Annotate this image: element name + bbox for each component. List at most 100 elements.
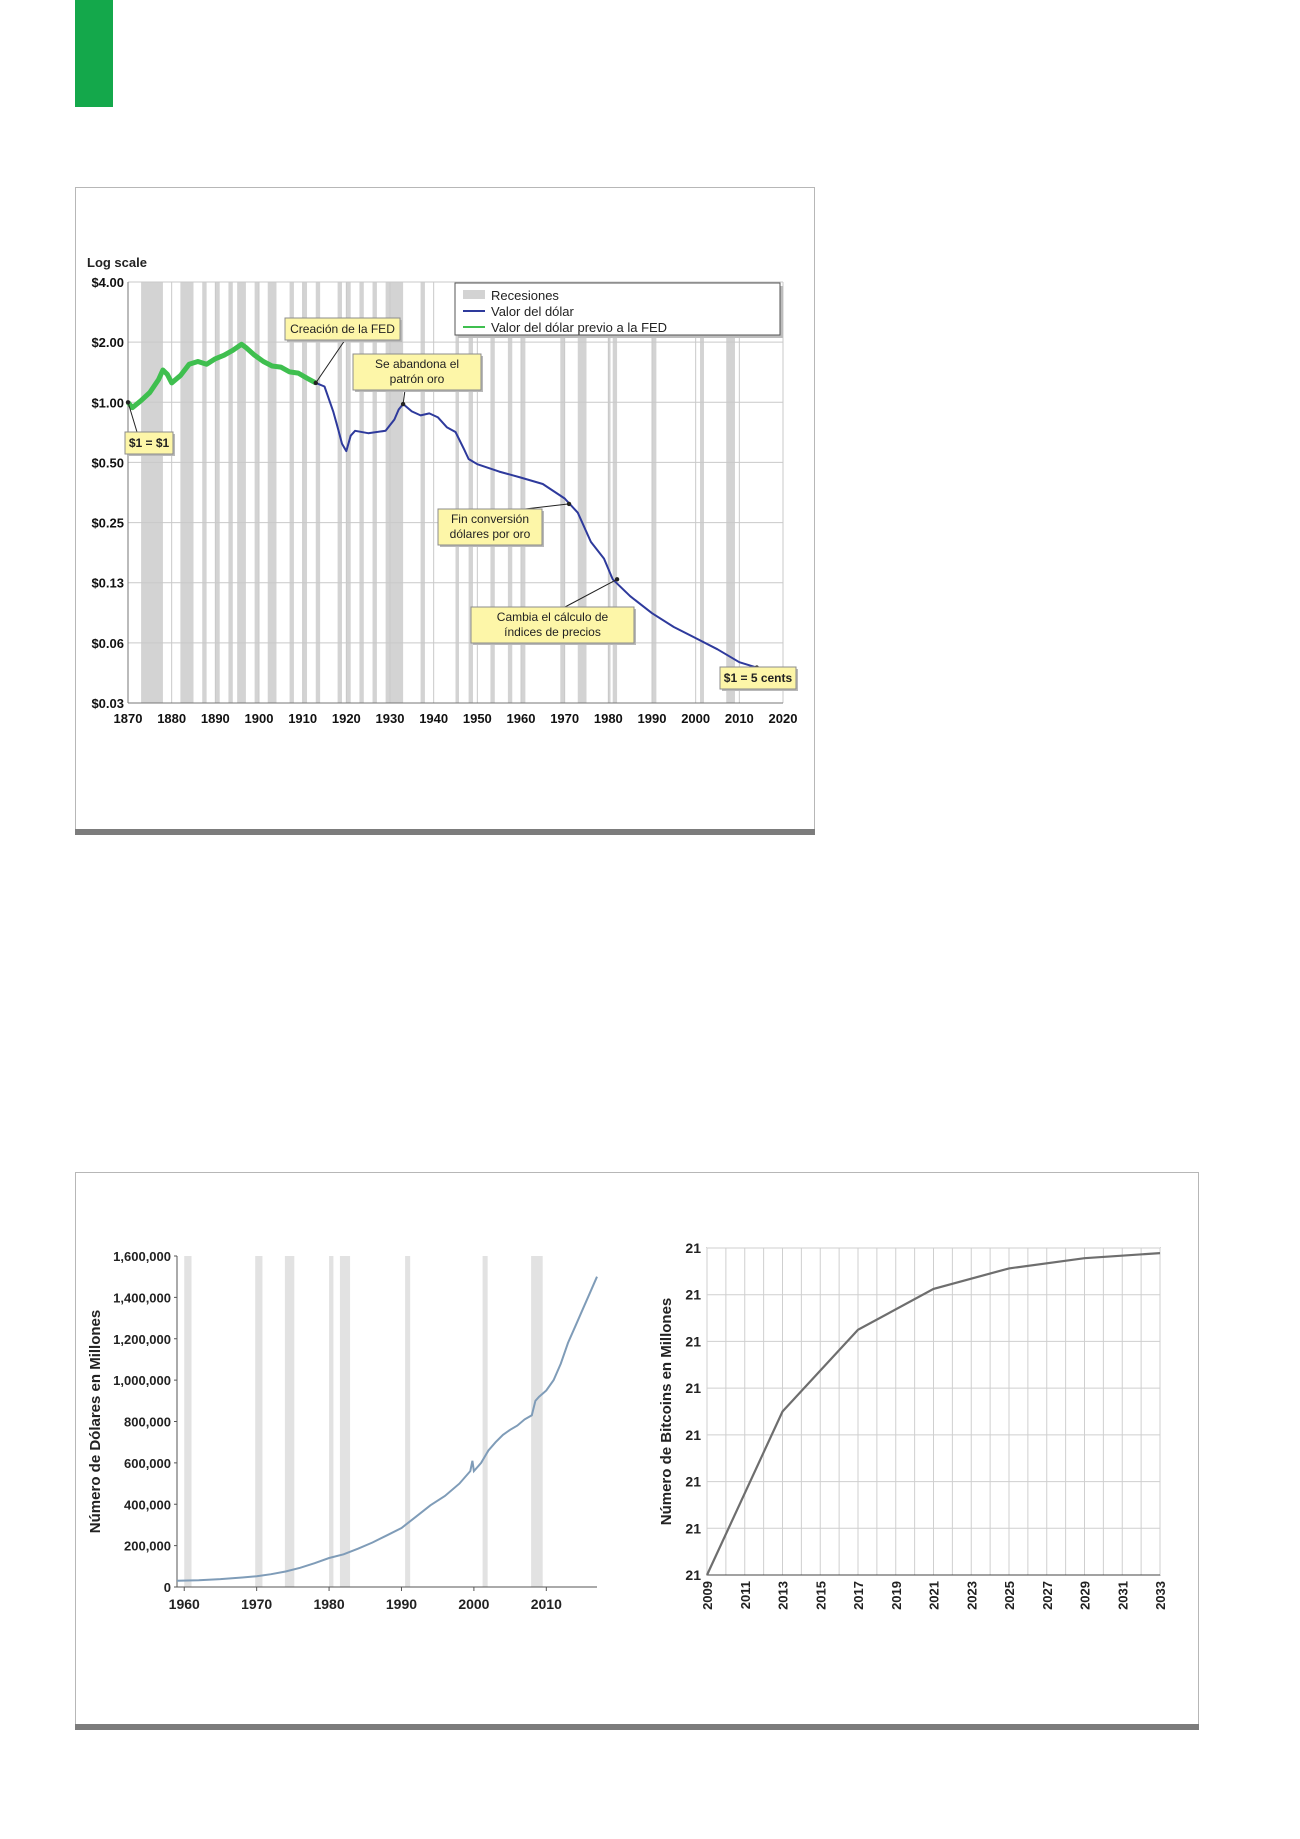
recession-band <box>468 282 473 703</box>
y-tick-label: 21 <box>685 1287 701 1303</box>
x-tick-label: 2017 <box>851 1581 866 1610</box>
y-tick-label: 21 <box>685 1380 701 1396</box>
recession-band <box>329 1256 334 1587</box>
recession-band <box>612 282 618 703</box>
x-tick-label: 1980 <box>594 711 623 726</box>
recession-band <box>184 1256 192 1587</box>
y-tick-label: $0.06 <box>91 636 124 651</box>
x-tick-label: 2013 <box>776 1581 791 1610</box>
recession-band <box>531 1256 543 1587</box>
x-tick-label: 1910 <box>288 711 317 726</box>
y-tick-label: 800,000 <box>124 1415 171 1430</box>
x-tick-label: 2027 <box>1040 1581 1055 1610</box>
annotation-arrow-head <box>313 380 318 386</box>
recession-band <box>180 282 194 703</box>
recession-band <box>420 282 425 703</box>
y-tick-label: 600,000 <box>124 1456 171 1471</box>
x-tick-label: 2020 <box>769 711 798 726</box>
y-axis-label: Número de Dólares en Millones <box>87 1310 104 1533</box>
annotation-arrow-head <box>125 400 131 405</box>
x-tick-label: 2011 <box>738 1581 753 1609</box>
annotation-arrow <box>524 503 570 510</box>
y-tick-label: $0.50 <box>91 455 124 470</box>
annotation-arrow <box>402 389 406 405</box>
y-tick-label: $0.03 <box>91 696 124 711</box>
annotation-label: Cambia el cálculo de índices de precios <box>497 610 609 639</box>
recession-band <box>359 282 364 703</box>
x-tick-label: 1960 <box>169 1596 200 1612</box>
panel-shadow <box>75 829 815 835</box>
dollar-value-chart: $4.00 $2.00 $1.00 $0.50 $0.25 $0.13 $0.06 $0.03… <box>87 255 798 726</box>
y-axis-label: Número de Bitcoins en Millones <box>658 1298 675 1526</box>
annotation-box <box>352 353 482 391</box>
recession-band <box>560 282 565 703</box>
y-tick-label: 21 <box>685 1427 701 1443</box>
x-tick-label: 2021 <box>927 1581 942 1610</box>
annotation-box <box>719 666 797 690</box>
section-tab <box>75 0 113 107</box>
y-tick-label: 1,000,000 <box>113 1373 171 1388</box>
recession-band <box>339 1256 351 1587</box>
annotation-label: Se abandona el patrón oro <box>375 357 459 386</box>
recession-band <box>726 282 735 703</box>
annotation-label: $1 = $1 <box>129 436 170 450</box>
x-tick-label: 2033 <box>1153 1581 1168 1610</box>
annotation-box <box>437 508 543 546</box>
x-tick-label: 1940 <box>419 711 448 726</box>
recession-band <box>455 282 459 703</box>
recession-band <box>237 282 246 703</box>
y-tick-label: $2.00 <box>91 335 124 350</box>
dollar-supply-chart: 1,600,000 1,400,000 1,200,000 1,000,000 800,… <box>87 1249 598 1612</box>
y-tick-label: 200,000 <box>124 1539 171 1554</box>
recession-band <box>337 282 342 703</box>
legend-label: Valor del dólar previo a la FED <box>491 320 667 335</box>
x-tick-label: 2025 <box>1002 1581 1017 1610</box>
legend-label: Valor del dólar <box>491 304 575 319</box>
recession-band <box>577 282 587 703</box>
annotation-arrow <box>564 578 618 608</box>
recession-band <box>289 282 294 703</box>
recession-band <box>228 282 233 703</box>
x-tick-label: 1890 <box>201 711 230 726</box>
x-tick-label: 2010 <box>531 1596 562 1612</box>
recession-band <box>652 282 657 703</box>
recession-band <box>302 282 308 703</box>
x-tick-label: 1950 <box>463 711 492 726</box>
y-tick-label: 21 <box>685 1474 701 1490</box>
recession-band <box>255 1256 263 1587</box>
recession-band <box>254 282 259 703</box>
annotation-arrow <box>315 339 346 384</box>
recession-band <box>215 282 220 703</box>
y-tick-label: 1,200,000 <box>113 1332 171 1347</box>
x-tick-label: 2029 <box>1078 1581 1093 1610</box>
recession-band <box>700 282 704 703</box>
x-tick-label: 2019 <box>889 1581 904 1610</box>
recession-band <box>385 282 404 703</box>
recession-band <box>482 1256 488 1587</box>
x-tick-label: 1880 <box>157 711 186 726</box>
recession-band <box>608 282 611 703</box>
recession-band <box>284 1256 295 1587</box>
x-tick-label: 1980 <box>313 1596 344 1612</box>
recession-band <box>315 282 321 703</box>
x-tick-label: 1920 <box>332 711 361 726</box>
x-tick-label: 2000 <box>458 1596 489 1612</box>
annotation-arrow-head <box>400 401 406 407</box>
x-tick-label: 1990 <box>638 711 667 726</box>
legend-swatch-recession <box>463 290 485 299</box>
recession-band <box>507 282 513 703</box>
legend-label: Recesiones <box>491 288 559 303</box>
annotation-arrow <box>127 402 138 433</box>
y-tick-label: $1.00 <box>91 395 124 410</box>
y-tick-label: 21 <box>685 1520 701 1536</box>
x-tick-label: 1900 <box>245 711 274 726</box>
x-tick-label: 1970 <box>550 711 579 726</box>
y-axis-label: Log scale <box>87 255 147 270</box>
series-line-dollar <box>315 381 758 669</box>
y-tick-label: 1,400,000 <box>113 1290 171 1305</box>
y-tick-label: 1,600,000 <box>113 1249 171 1264</box>
recession-band <box>346 282 351 703</box>
legend-box <box>454 282 781 336</box>
panel-shadow <box>75 1724 1199 1730</box>
